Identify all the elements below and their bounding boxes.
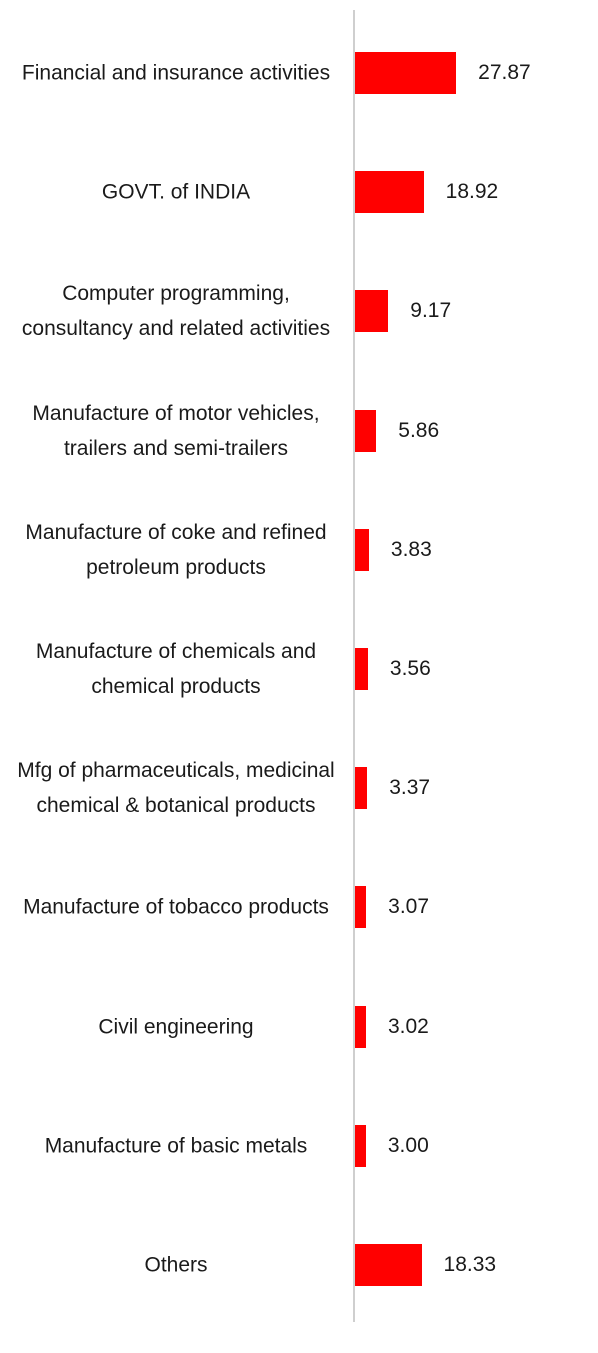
bar — [355, 171, 424, 214]
category-label: Manufacture of basic metals — [44, 1134, 308, 1158]
category-label: Manufacture of tobacco products — [23, 895, 329, 919]
category-label: Financial and insurance activities — [21, 61, 331, 85]
category-label: Civil engineering — [98, 1015, 254, 1039]
value-label: 3.56 — [389, 657, 431, 680]
bar — [355, 1244, 422, 1286]
bar — [355, 409, 377, 452]
value-label: 18.92 — [445, 180, 499, 204]
bar — [355, 528, 369, 571]
bar — [355, 1124, 366, 1167]
value-label: 3.37 — [389, 776, 431, 800]
category-label: Manufacture of coke and refined petroleu… — [25, 520, 327, 579]
bar — [355, 290, 389, 333]
value-label: 3.07 — [388, 895, 430, 919]
category-label: Manufacture of chemicals and chemical pr… — [35, 640, 317, 698]
category-label: GOVT. of INDIA — [101, 180, 251, 204]
value-label: 5.86 — [398, 418, 440, 442]
bar — [355, 1005, 366, 1048]
value-label: 18.33 — [443, 1253, 497, 1276]
value-label: 3.02 — [387, 1014, 429, 1038]
value-label: 9.17 — [410, 299, 452, 323]
bar — [355, 52, 457, 94]
bar — [355, 767, 368, 810]
category-label: Manufacture of motor vehicles, trailers … — [32, 401, 320, 460]
category-label: Mfg of pharmaceuticals, medicinal chemic… — [17, 759, 335, 818]
category-label: Computer programming, consultancy and re… — [21, 282, 331, 341]
value-label: 3.83 — [390, 537, 432, 561]
value-label: 27.87 — [478, 61, 531, 84]
category-label: Others — [144, 1253, 208, 1277]
bar — [355, 648, 368, 690]
bar — [355, 886, 367, 929]
value-label: 3.00 — [387, 1133, 429, 1157]
category-axis — [353, 10, 355, 1322]
